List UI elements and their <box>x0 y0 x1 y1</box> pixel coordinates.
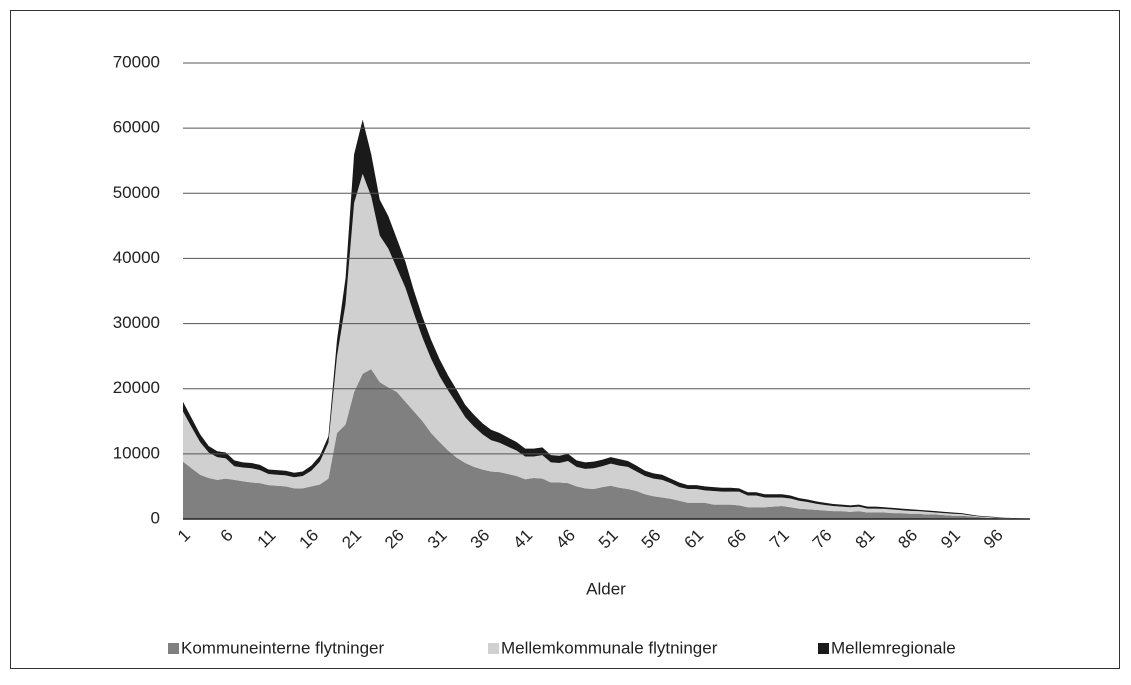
legend-label: Mellemkommunale flytninger <box>501 638 718 657</box>
legend-swatch <box>488 643 499 654</box>
legend-swatch <box>818 643 829 654</box>
legend-label: Mellemregionale <box>831 638 956 657</box>
x-tick-label: 46 <box>552 526 579 553</box>
area <box>183 119 1030 519</box>
areas <box>183 119 1030 519</box>
x-tick-label: 86 <box>894 526 921 553</box>
area <box>183 173 1030 519</box>
x-tick-label: 81 <box>852 526 879 553</box>
x-tick-label: 16 <box>296 526 323 553</box>
area <box>183 369 1030 519</box>
y-tick-label: 50000 <box>113 183 160 202</box>
x-tick-label: 1 <box>174 526 194 546</box>
legend-swatch <box>168 643 179 654</box>
legend-label: Kommuneinterne flytninger <box>181 638 385 657</box>
y-tick-label: 40000 <box>113 248 160 267</box>
x-tick-label: 51 <box>595 526 622 553</box>
x-tick-label: 96 <box>980 526 1007 553</box>
chart-frame <box>10 10 1120 669</box>
x-tick-label: 71 <box>766 526 793 553</box>
x-tick-label: 61 <box>681 526 708 553</box>
y-tick-label: 30000 <box>113 313 160 332</box>
x-tick-label: 76 <box>809 526 836 553</box>
x-axis-label: Alder <box>586 579 626 598</box>
x-tick-label: 91 <box>937 526 964 553</box>
x-tick-label: 41 <box>509 526 536 553</box>
x-tick-label: 66 <box>723 526 750 553</box>
y-tick-label: 70000 <box>113 52 160 71</box>
x-tick-label: 36 <box>467 526 494 553</box>
x-tick-label: 6 <box>217 526 237 546</box>
x-tick-label: 26 <box>381 526 408 553</box>
y-tick-label: 60000 <box>113 118 160 137</box>
x-tick-label: 31 <box>424 526 451 553</box>
x-tick-label: 11 <box>254 526 280 552</box>
x-tick-label: 56 <box>638 526 665 553</box>
x-tick-label: 21 <box>338 526 365 553</box>
y-tick-label: 10000 <box>113 443 160 462</box>
y-tick-label: 0 <box>151 508 160 527</box>
y-tick-label: 20000 <box>113 378 160 397</box>
